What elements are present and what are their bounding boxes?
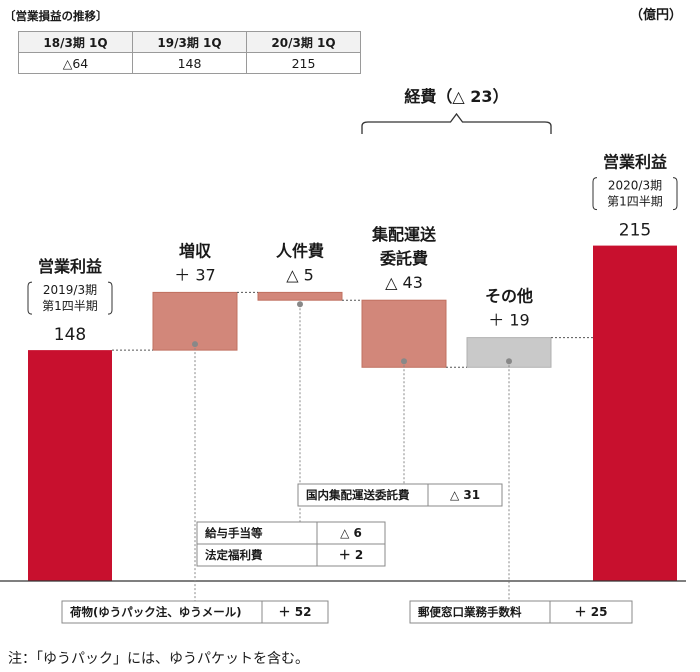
detail-label: 法定福利費 (205, 548, 263, 562)
detail-value: △ 31 (450, 488, 480, 502)
bar-category-label: その他 (485, 287, 533, 306)
bar-category-label: 営業利益 (603, 153, 667, 172)
bar-value-label: △ 43 (385, 273, 423, 292)
footnote: 注：「ゆうパック」には、ゆうパケットを含む。 (8, 651, 309, 667)
history-header-cell: 19/3期 1Q (132, 31, 247, 53)
bar-delivery (361, 299, 447, 368)
bar-value-label: ＋ 37 (174, 265, 215, 284)
bar-value-label: 215 (619, 221, 651, 241)
bar-personnel (257, 291, 343, 301)
leader-dot (506, 358, 512, 365)
detail-value: ＋ 25 (575, 605, 608, 619)
bracket-right (672, 177, 678, 211)
bar-sub-label: 2019/3期 (43, 283, 97, 297)
unit-label: （億円） (629, 8, 682, 23)
bar-revenue (152, 291, 238, 351)
history-value-row: △64 148 215 (18, 52, 361, 74)
bar-other (466, 337, 552, 368)
detail-row (196, 543, 386, 567)
history-value-cell: 215 (246, 52, 361, 74)
bar-sub-label: 第1四半期 (42, 299, 98, 313)
expense-group-label: 経費（△ 23） (404, 87, 508, 106)
leader-dot (401, 358, 407, 365)
history-subtitle: 〔営業損益の推移〕 (4, 9, 108, 23)
detail-row (297, 483, 503, 507)
bracket-left (592, 177, 598, 211)
bar-category-label: 集配運送 (371, 225, 437, 244)
bar-category-label: 委託費 (379, 249, 428, 268)
bar-category-label: 人件費 (276, 241, 324, 260)
expense-group-bracket (361, 112, 552, 134)
leader-dot (192, 341, 198, 348)
bar-value-label: △ 5 (286, 265, 314, 284)
leader-dot (297, 301, 303, 308)
detail-value: △ 6 (340, 526, 362, 540)
bar-end (593, 245, 677, 581)
history-header-cell: 20/3期 1Q (246, 31, 361, 53)
bar-category-label: 営業利益 (38, 257, 102, 276)
history-header-cell: 18/3期 1Q (18, 31, 133, 53)
detail-value: ＋ 2 (339, 548, 364, 562)
bracket-right (107, 281, 113, 315)
bar-sub-label: 2020/3期 (608, 179, 662, 193)
bar-value-label: ＋ 19 (488, 311, 529, 330)
detail-label: 給与手当等 (205, 526, 263, 540)
detail-label: 国内集配運送委託費 (306, 488, 410, 502)
detail-value: ＋ 52 (279, 605, 312, 619)
bar-sub-label: 第1四半期 (607, 195, 663, 209)
history-value-cell: 148 (132, 52, 247, 74)
history-table: 18/3期 1Q 19/3期 1Q 20/3期 1Q △64 148 215 (18, 31, 361, 74)
detail-row (409, 600, 633, 624)
bracket-left (27, 281, 33, 315)
bar-category-label: 増収 (179, 241, 212, 260)
bar-start (28, 350, 112, 581)
detail-label: 郵便窓口業務手数料 (418, 605, 522, 619)
history-header-row: 18/3期 1Q 19/3期 1Q 20/3期 1Q (18, 31, 361, 53)
detail-label: 荷物(ゆうパック注、ゆうメール) (69, 605, 242, 619)
bar-value-label: 148 (54, 325, 86, 345)
